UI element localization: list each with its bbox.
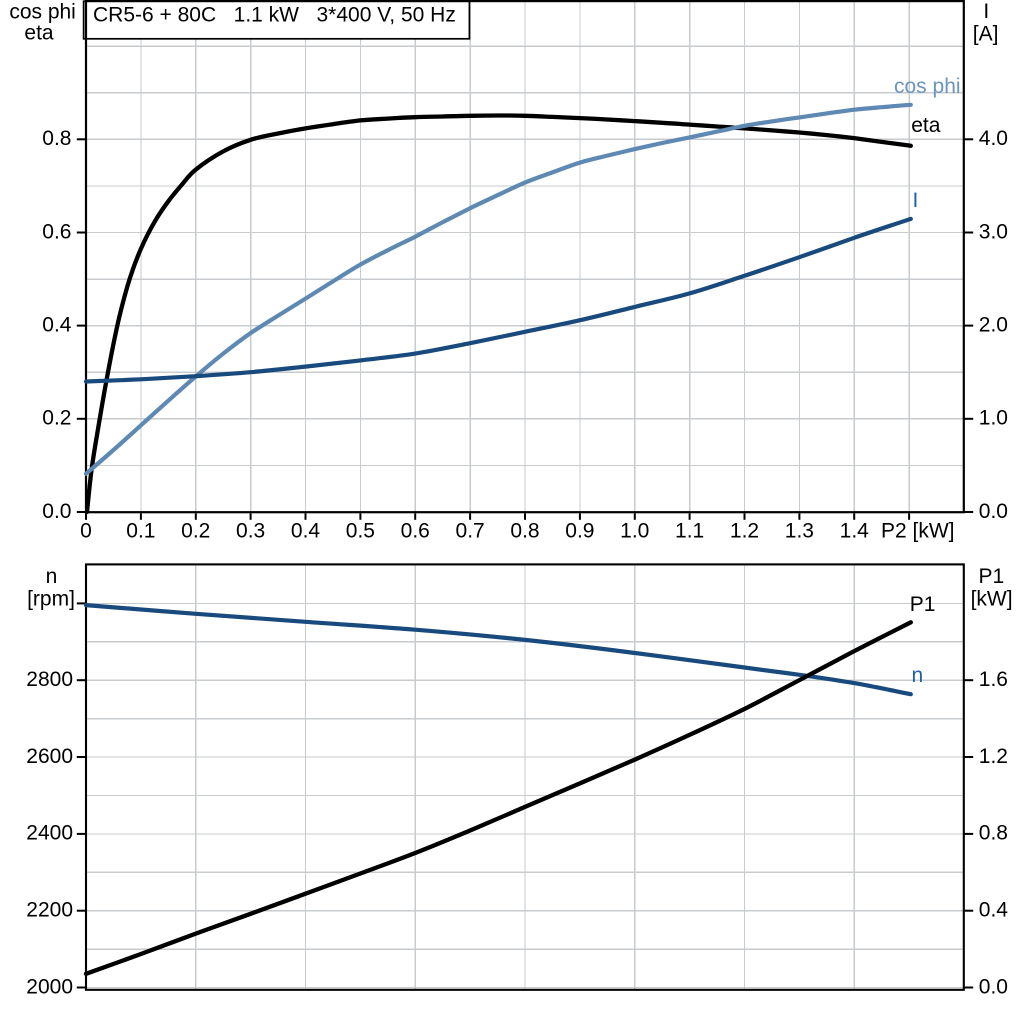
svg-text:0.6: 0.6: [42, 220, 71, 243]
svg-text:P1: P1: [910, 593, 936, 616]
svg-text:1.2: 1.2: [730, 519, 759, 542]
svg-text:0.8: 0.8: [979, 822, 1008, 845]
svg-text:n: n: [912, 664, 924, 687]
svg-text:1.1: 1.1: [675, 519, 704, 542]
svg-text:0.8: 0.8: [42, 127, 71, 150]
svg-text:0.4: 0.4: [42, 313, 72, 336]
svg-text:2800: 2800: [26, 668, 73, 691]
svg-text:0.2: 0.2: [181, 519, 210, 542]
svg-text:cos phi: cos phi: [9, 0, 76, 23]
svg-text:1.2: 1.2: [979, 745, 1008, 768]
svg-text:eta: eta: [911, 114, 941, 137]
svg-text:2200: 2200: [26, 899, 73, 922]
svg-text:3.0: 3.0: [979, 220, 1008, 243]
svg-text:I: I: [913, 189, 919, 212]
svg-text:eta: eta: [24, 22, 54, 45]
svg-text:P2 [kW]: P2 [kW]: [881, 519, 955, 542]
svg-text:n: n: [46, 565, 58, 588]
svg-text:0.5: 0.5: [346, 519, 375, 542]
svg-text:0.0: 0.0: [42, 500, 71, 523]
svg-text:cos phi: cos phi: [894, 75, 961, 98]
svg-text:[rpm]: [rpm]: [27, 588, 75, 611]
svg-text:1.6: 1.6: [979, 668, 1008, 691]
svg-text:0.9: 0.9: [565, 519, 594, 542]
svg-text:2000: 2000: [26, 975, 73, 998]
svg-text:0.4: 0.4: [291, 519, 321, 542]
svg-text:CR5-6 + 80C 1.1 kW 3*400 V: CR5-6 + 80C 1.1 kW 3*400 V, 50 Hz: [93, 4, 456, 27]
svg-text:2600: 2600: [26, 745, 73, 768]
svg-text:0.4: 0.4: [979, 899, 1009, 922]
svg-text:0.8: 0.8: [510, 519, 539, 542]
svg-text:0.6: 0.6: [401, 519, 430, 542]
svg-text:P1: P1: [979, 565, 1005, 588]
svg-text:0.0: 0.0: [979, 975, 1008, 998]
svg-text:0.2: 0.2: [42, 407, 71, 430]
svg-text:0.0: 0.0: [979, 500, 1008, 523]
svg-text:0.7: 0.7: [456, 519, 485, 542]
svg-text:[A]: [A]: [973, 22, 999, 45]
svg-text:1.4: 1.4: [840, 519, 870, 542]
svg-text:1.0: 1.0: [620, 519, 649, 542]
svg-text:2400: 2400: [26, 822, 73, 845]
svg-text:0.1: 0.1: [126, 519, 155, 542]
svg-text:0.3: 0.3: [236, 519, 265, 542]
svg-text:[kW]: [kW]: [971, 587, 1013, 610]
svg-text:1.3: 1.3: [785, 519, 814, 542]
svg-text:1.0: 1.0: [979, 407, 1008, 430]
svg-text:4.0: 4.0: [979, 127, 1008, 150]
svg-text:I: I: [983, 0, 989, 23]
svg-text:2.0: 2.0: [979, 313, 1008, 336]
svg-text:0: 0: [80, 519, 92, 542]
